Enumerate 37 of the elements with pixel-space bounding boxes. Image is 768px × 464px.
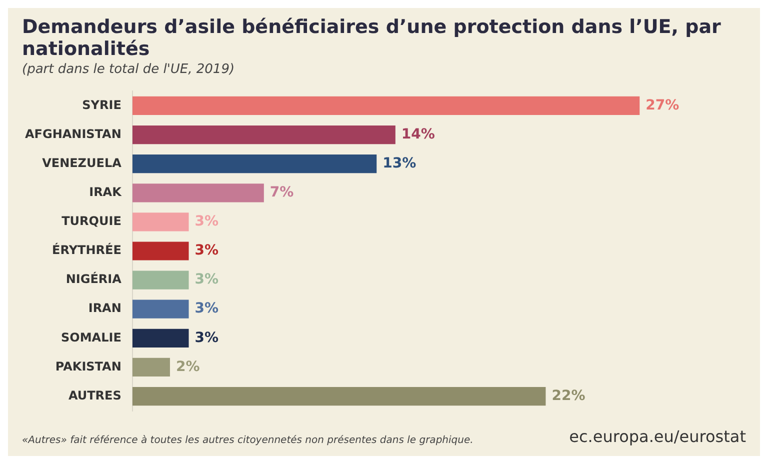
- data-label: 7%: [270, 184, 294, 201]
- text: ec.europa.eu/eurostat: [569, 427, 746, 446]
- bar: [132, 300, 189, 318]
- y-tick-label: VENEZUELA: [42, 156, 122, 170]
- bar: [132, 386, 546, 406]
- bar: [132, 96, 640, 116]
- y-tick-label: NIGÉRIA: [66, 271, 122, 286]
- data-label: 3%: [194, 300, 219, 317]
- bar: [132, 184, 264, 202]
- y-tick-label: PAKISTAN: [55, 359, 122, 374]
- y-tick-label: IRAN: [88, 301, 122, 316]
- data-label: 3%: [194, 272, 219, 288]
- bar: [132, 270, 189, 290]
- data-label: 3%: [194, 214, 219, 230]
- text: «Autres» fait référence à toutes les autres citoyennetés non présentes dans le graphique.: [22, 435, 474, 446]
- y-tick-label: AFGHANISTAN: [24, 126, 122, 141]
- data-label: 13%: [382, 155, 416, 172]
- bar: [132, 125, 396, 144]
- y-tick-label: AUTRES: [68, 388, 122, 402]
- y-tick-label: TURQUIE: [62, 214, 122, 228]
- bar: [132, 154, 377, 174]
- data-label: 27%: [646, 97, 680, 114]
- y-tick-label: SOMALIE: [61, 330, 122, 344]
- data-label: 3%: [194, 330, 219, 346]
- chart-subtitle: (part dans le total de l'UE, 2019): [22, 62, 236, 77]
- bar: [132, 242, 189, 260]
- data-label: 3%: [194, 242, 219, 259]
- data-label: 2%: [176, 358, 200, 375]
- data-label: 14%: [401, 126, 435, 142]
- y-tick-label: SYRIE: [82, 98, 122, 112]
- y-tick-label: ÉRYTHRÉE: [52, 242, 122, 258]
- chart-title: Demandeurs d’asile bénéficiaires d’une protection dans l’UE, par nationalités: [22, 16, 722, 60]
- bar: [132, 212, 189, 232]
- bar: [132, 358, 170, 377]
- y-tick-label: IRAK: [89, 185, 122, 200]
- bar: [132, 328, 189, 348]
- data-label: 22%: [552, 388, 586, 404]
